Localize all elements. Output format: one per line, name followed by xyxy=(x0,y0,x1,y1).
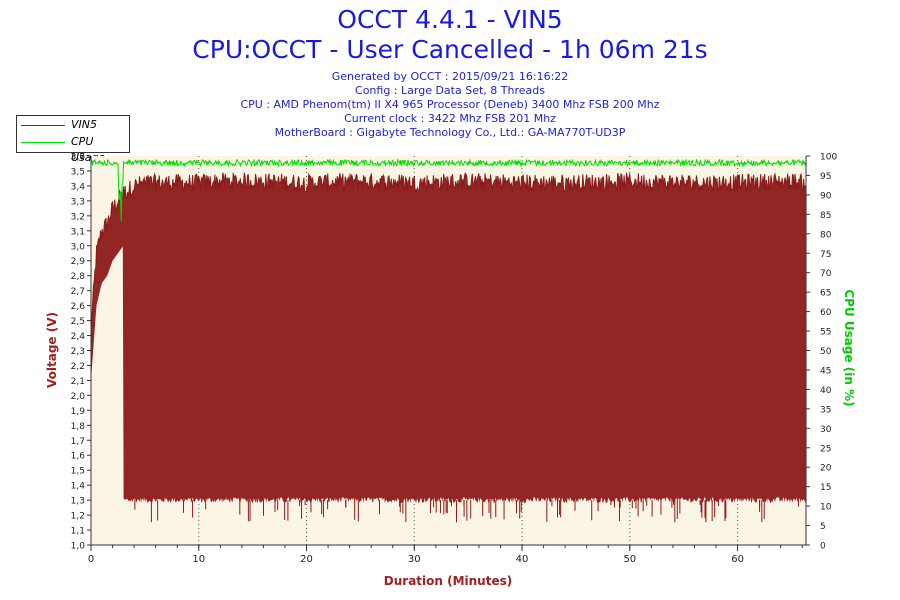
y-axis-label-left: Voltage (V) xyxy=(45,312,59,388)
y-tick-label-left: 1,0 xyxy=(71,542,86,552)
y-tick-label-left: 2,7 xyxy=(71,287,85,297)
y-tick-label-right: 100 xyxy=(820,153,837,163)
y-tick-label-left: 2,0 xyxy=(71,392,86,402)
chart-title-line2: CPU:OCCT - User Cancelled - 1h 06m 21s xyxy=(192,35,708,64)
y-tick-label-left: 3,0 xyxy=(71,242,86,252)
y-tick-label-left: 3,7 xyxy=(71,153,85,163)
legend-swatch-vin5 xyxy=(21,125,65,126)
y-tick-label-left: 2,4 xyxy=(71,332,86,342)
y-tick-label-right: 40 xyxy=(820,386,832,396)
y-tick-label-left: 2,9 xyxy=(71,257,86,267)
y-tick-label-left: 1,2 xyxy=(71,512,85,522)
vin5-series-line xyxy=(90,172,807,326)
y-tick-label-left: 3,3 xyxy=(71,197,85,207)
y-tick-label-right: 15 xyxy=(820,483,831,493)
y-ticks-right: 0 5 10 15 20 25 30 35 40 45 50 55 60 65 70 75 80 85 90 95 10… xyxy=(806,153,837,552)
y-tick-label-right: 25 xyxy=(820,444,831,454)
x-tick-label: 60 xyxy=(731,554,744,565)
vin5-series-area xyxy=(91,172,806,504)
y-tick-label-right: 60 xyxy=(820,308,832,318)
y-tick-label-right: 30 xyxy=(820,425,832,435)
y-tick-label-right: 90 xyxy=(820,191,832,201)
y-tick-label-right: 45 xyxy=(820,366,831,376)
x-tick-label: 40 xyxy=(516,554,529,565)
x-tick-label: 20 xyxy=(300,554,313,565)
y-tick-label-left: 2,8 xyxy=(71,272,86,282)
y-tick-label-right: 80 xyxy=(820,230,832,240)
y-tick-label-left: 3,5 xyxy=(71,167,85,177)
y-tick-label-left: 3,2 xyxy=(71,212,85,222)
y-tick-label-right: 85 xyxy=(820,211,831,221)
y-tick-label-right: 5 xyxy=(820,522,826,532)
y-tick-label-left: 3,6 xyxy=(71,153,86,163)
y-tick-label-left: 2,2 xyxy=(71,362,85,372)
y-tick-label-right: 55 xyxy=(820,328,831,338)
y-tick-label-left: 1,8 xyxy=(71,422,86,432)
y-tick-label-right: 95 xyxy=(820,172,831,182)
y-tick-label-right: 35 xyxy=(820,405,831,415)
y-tick-label-left: 1,5 xyxy=(71,467,85,477)
y-axis-label-right: CPU Usage (in %) xyxy=(842,289,856,406)
cpu-info: CPU : AMD Phenom(tm) II X4 965 Processor… xyxy=(240,98,660,111)
y-tick-label-right: 10 xyxy=(820,503,832,513)
y-tick-label-left: 1,1 xyxy=(71,527,85,537)
legend-item-vin5: VIN5 xyxy=(19,117,127,133)
y-tick-label-left: 3,1 xyxy=(71,227,85,237)
config-info: Config : Large Data Set, 8 Threads xyxy=(355,84,545,97)
y-ticks-left: 1,0 1,1 1,2 1,3 1,4 1,5 1,6 1,7 1,8 1,9 2,0 2,1 2,2 2… xyxy=(71,153,91,552)
cpu-usage-series-line xyxy=(91,157,807,222)
y-tick-label-right: 75 xyxy=(820,250,831,260)
y-tick-label-left: 2,1 xyxy=(71,377,85,387)
y-tick-label-right: 65 xyxy=(820,289,831,299)
y-tick-label-left: 3,4 xyxy=(71,182,86,192)
y-tick-label-right: 0 xyxy=(820,542,826,552)
x-tick-label: 0 xyxy=(88,554,94,565)
vin5-dips xyxy=(134,500,800,523)
y-tick-label-left: 1,7 xyxy=(71,437,85,447)
y-tick-label-right: 50 xyxy=(820,347,832,357)
motherboard-info: MotherBoard : Gigabyte Technology Co., L… xyxy=(274,126,626,139)
y-tick-label-left: 1,9 xyxy=(71,407,86,417)
y-tick-label-left: 1,4 xyxy=(71,482,86,492)
x-tick-label: 10 xyxy=(192,554,205,565)
y-tick-label-left: 2,5 xyxy=(71,317,85,327)
x-axis-label: Duration (Minutes) xyxy=(384,574,512,588)
x-ticks: 0 10 20 30 40 50 60 xyxy=(88,545,803,565)
x-tick-label: 30 xyxy=(408,554,421,565)
y-tick-label-left: 1,3 xyxy=(71,497,85,507)
chart-legend: VIN5 CPU Usage xyxy=(16,115,130,164)
legend-swatch-cpu-usage xyxy=(21,142,65,143)
x-tick-label: 50 xyxy=(623,554,636,565)
y-tick-label-left: 1,6 xyxy=(71,452,86,462)
clock-info: Current clock : 3422 Mhz FSB 201 Mhz xyxy=(344,112,556,125)
legend-label-vin5: VIN5 xyxy=(71,118,97,131)
generated-info: Generated by OCCT : 2015/09/21 16:16:22 xyxy=(331,70,569,83)
y-tick-label-right: 70 xyxy=(820,269,832,279)
y-tick-label-left: 2,6 xyxy=(71,302,86,312)
y-tick-label-left: 2,3 xyxy=(71,347,85,357)
chart-title-line1: OCCT 4.4.1 - VIN5 xyxy=(337,5,563,34)
y-tick-label-right: 20 xyxy=(820,464,832,474)
